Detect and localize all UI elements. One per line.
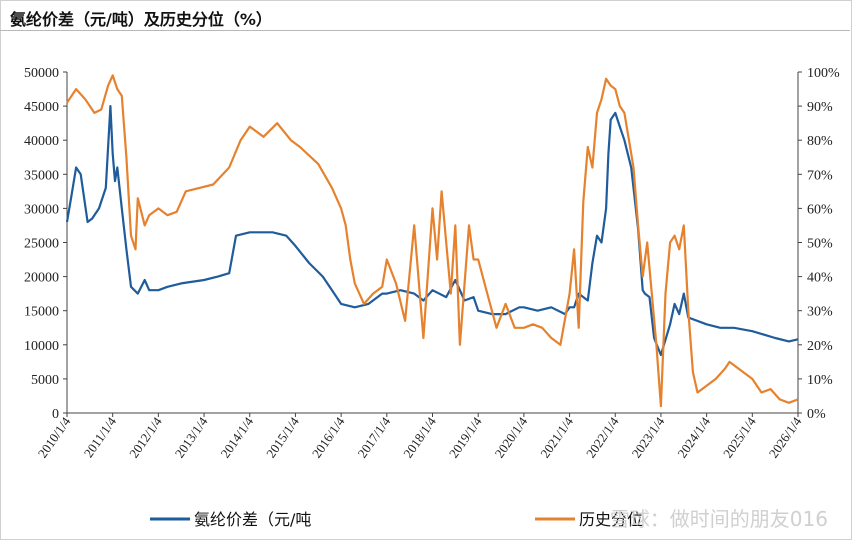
y-right-tick-label: 60% bbox=[807, 202, 833, 217]
y-right-tick-label: 70% bbox=[807, 168, 833, 183]
x-tick-label: 2023/1/4 bbox=[629, 414, 668, 461]
x-tick-label: 2018/1/4 bbox=[400, 414, 439, 461]
chart-lines bbox=[65, 74, 799, 408]
y-right-tick-label: 30% bbox=[807, 305, 833, 320]
x-tick-label: 2025/1/4 bbox=[720, 414, 759, 461]
y-right-tick-label: 90% bbox=[807, 100, 833, 115]
x-tick-label: 2017/1/4 bbox=[354, 414, 393, 461]
spread-series-line bbox=[65, 104, 799, 357]
x-tick-label: 2021/1/4 bbox=[537, 414, 576, 461]
y-right-tick-label: 0% bbox=[807, 407, 826, 422]
y-left-tick-label: 20000 bbox=[24, 271, 59, 286]
y-right-tick-label: 100% bbox=[807, 66, 840, 81]
y-left-tick-label: 35000 bbox=[24, 168, 59, 183]
x-tick-label: 2014/1/4 bbox=[217, 414, 256, 461]
y-right-tick-label: 40% bbox=[807, 271, 833, 286]
y-left-tick-label: 5000 bbox=[31, 373, 59, 388]
x-tick-label: 2024/1/4 bbox=[674, 414, 713, 461]
chart-axes: 0 5000 10000 15000 20000 25000 30000 35000 40000… bbox=[24, 66, 840, 461]
watermark-text: 雪球：做时间的朋友016 bbox=[609, 507, 828, 531]
y-right-tick-label: 10% bbox=[807, 373, 833, 388]
x-tick-label: 2022/1/4 bbox=[583, 414, 622, 461]
x-tick-label: 2013/1/4 bbox=[172, 414, 211, 461]
y-left-tick-label: 50000 bbox=[24, 66, 59, 81]
y-left-tick-label: 10000 bbox=[24, 339, 59, 354]
x-tick-label: 2026/1/4 bbox=[766, 414, 805, 461]
y-right-tick-label: 50% bbox=[807, 237, 833, 252]
y-left-tick-label: 25000 bbox=[24, 237, 59, 252]
legend-item-percentile-label: 历史分位 bbox=[579, 510, 643, 529]
y-right-tick-label: 80% bbox=[807, 134, 833, 149]
y-right-tick-label: 20% bbox=[807, 339, 833, 354]
x-tick-label: 2020/1/4 bbox=[492, 414, 531, 461]
y-left-tick-label: 40000 bbox=[24, 134, 59, 149]
x-tick-label: 2012/1/4 bbox=[126, 414, 165, 461]
title-divider bbox=[0, 30, 850, 31]
page-title: 氨纶价差（元/吨）及历史分位（%） bbox=[10, 10, 272, 29]
y-left-tick-label: 0 bbox=[52, 407, 59, 422]
y-left-tick-label: 15000 bbox=[24, 305, 59, 320]
x-tick-label: 2016/1/4 bbox=[309, 414, 348, 461]
x-tick-label: 2015/1/4 bbox=[263, 414, 302, 461]
chart-legend: 氨纶价差（元/吨 历史分位 bbox=[150, 510, 643, 529]
x-tick-label: 2019/1/4 bbox=[446, 414, 485, 461]
x-tick-label: 2011/1/4 bbox=[81, 414, 120, 460]
legend-item-spread-label: 氨纶价差（元/吨 bbox=[194, 510, 311, 529]
percentile-series-line bbox=[66, 74, 799, 408]
y-left-tick-label: 30000 bbox=[24, 202, 59, 217]
y-left-tick-label: 45000 bbox=[24, 100, 59, 115]
